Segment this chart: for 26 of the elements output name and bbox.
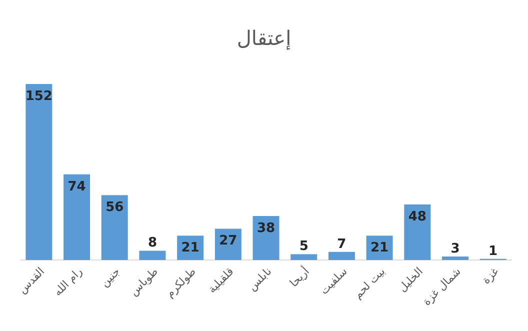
data-label: 5 <box>299 239 308 254</box>
data-label: 27 <box>219 234 238 249</box>
data-label: 7 <box>337 236 346 252</box>
data-label: 3 <box>450 242 460 257</box>
x-tick-label: سلفيت <box>318 264 350 298</box>
x-tick-label: غزة <box>480 264 502 287</box>
data-label: 1 <box>488 244 498 259</box>
data-label: 56 <box>106 200 124 216</box>
x-tick-label: بيت لحم <box>351 264 388 302</box>
x-tick-label: جنين <box>98 264 123 290</box>
data-label: 8 <box>148 236 157 251</box>
chart-title: إعتقال <box>236 26 292 50</box>
data-label: 21 <box>181 240 200 256</box>
data-label: 38 <box>256 221 276 236</box>
x-tick-label: طوباس <box>127 264 161 298</box>
x-tick-label: الخليل <box>396 264 426 294</box>
x-tick-label: قلقيلية <box>205 264 236 296</box>
data-label: 48 <box>408 209 426 224</box>
x-tick-label: نابلس <box>246 264 274 294</box>
data-label: 152 <box>25 89 52 104</box>
x-tick-label: أريحا <box>286 264 312 290</box>
x-tick-label: القدس <box>16 264 48 296</box>
x-tick-label: رام الله <box>51 264 85 299</box>
x-tick-label: طولكرم <box>163 264 199 300</box>
data-label: 21 <box>370 240 389 256</box>
data-label: 74 <box>68 179 86 194</box>
